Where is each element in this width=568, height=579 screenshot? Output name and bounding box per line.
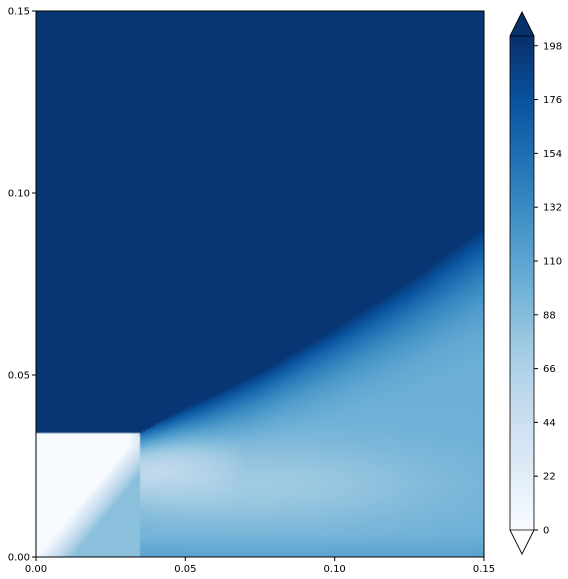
colorbar-tick-label: 154 bbox=[543, 149, 562, 160]
y-tick-label: 0.05 bbox=[8, 371, 30, 382]
y-tick-label: 0.10 bbox=[8, 189, 30, 200]
x-tick-label: 0.05 bbox=[174, 564, 196, 575]
colorbar-tick-label: 66 bbox=[543, 364, 556, 375]
colorbar-tick-label: 176 bbox=[543, 95, 562, 106]
y-axis: 0.00 0.05 0.10 0.15 bbox=[8, 7, 36, 564]
heatmap-field bbox=[36, 11, 484, 557]
x-tick-label: 0.10 bbox=[324, 564, 346, 575]
y-tick-label: 0.15 bbox=[8, 7, 30, 18]
x-axis: 0.00 0.05 0.10 0.15 bbox=[25, 557, 495, 575]
colorbar-tick-label: 44 bbox=[543, 418, 556, 429]
colorbar: 0 22 44 66 88 110 132 154 176 198 bbox=[509, 11, 562, 555]
x-tick-label: 0.00 bbox=[25, 564, 47, 575]
colorbar-ticks: 0 22 44 66 88 110 132 154 176 198 bbox=[534, 41, 562, 537]
colorbar-gradient bbox=[510, 36, 534, 530]
colorbar-tick-label: 110 bbox=[543, 256, 562, 267]
x-tick-label: 0.15 bbox=[473, 564, 495, 575]
colorbar-tick-label: 0 bbox=[543, 526, 549, 537]
colorbar-tick-label: 198 bbox=[543, 41, 562, 52]
plot-frame bbox=[35, 10, 485, 558]
colorbar-tick-label: 132 bbox=[543, 203, 562, 214]
colorbar-tick-label: 88 bbox=[543, 310, 556, 321]
colorbar-tick-label: 22 bbox=[543, 472, 556, 483]
heatmap-plot-area bbox=[35, 10, 485, 558]
y-tick-label: 0.00 bbox=[8, 553, 30, 564]
